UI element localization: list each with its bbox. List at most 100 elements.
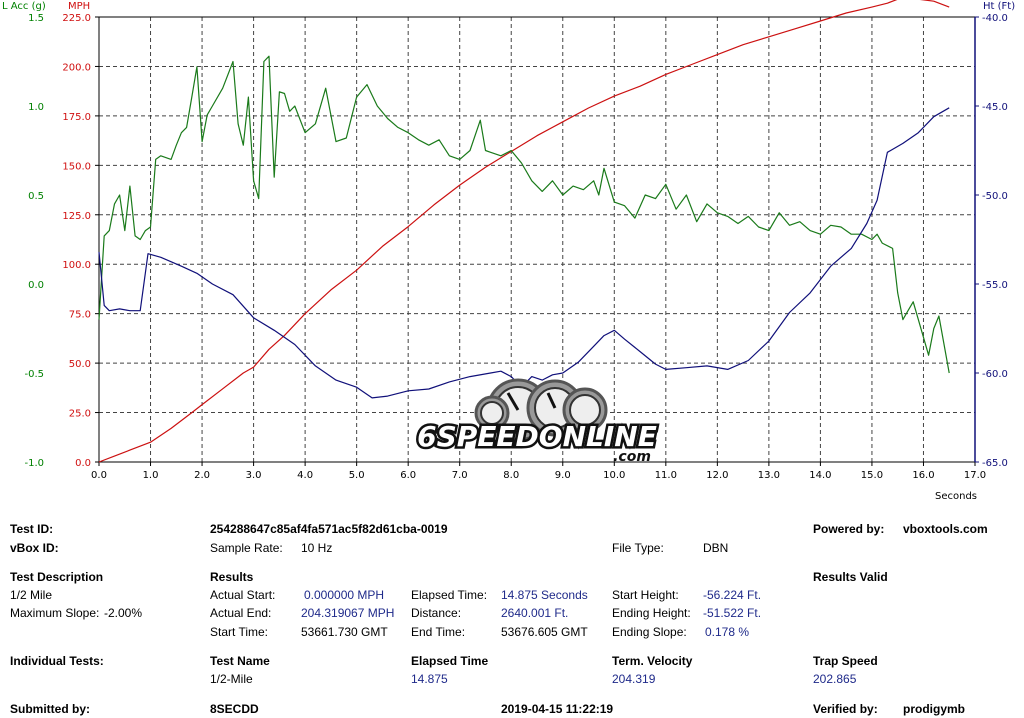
x-tick-label: 15.0	[861, 470, 883, 481]
height-tick-label: -65.0	[982, 458, 1008, 469]
lat-tick-label: -0.5	[24, 369, 44, 380]
speed-tick-label: 175.0	[62, 112, 91, 123]
distance-label: Distance:	[411, 606, 462, 620]
actual-end-label: Actual End:	[210, 606, 272, 620]
x-tick-label: 8.0	[503, 470, 519, 481]
plot-frame	[98, 16, 976, 466]
lat-tick-label: -1.0	[24, 458, 44, 469]
start-time-value: 53661.730 GMT	[301, 625, 388, 639]
watermark-logo: 6SPEEDONLINE 6SPEEDONLINE .com	[415, 378, 659, 465]
run-chart: 0.0 1.0 2.0 3.0 4.0 5.0 6.0 7.0 8.0 9.0 10.0 11.0 12…	[2, 0, 1015, 500]
x-tick-label: 7.0	[452, 470, 468, 481]
x-tick-label: 3.0	[246, 470, 262, 481]
x-tick-label: 2.0	[194, 470, 210, 481]
x-tick-label: 4.0	[297, 470, 313, 481]
report-timestamp: 2019-04-15 11:22:19	[501, 702, 614, 716]
watermark-text: 6SPEEDONLINE	[417, 420, 657, 453]
actual-end-value: 204.319067 MPH	[301, 606, 395, 620]
powered-by-value: vboxtools.com	[903, 522, 988, 536]
x-axis-label: Seconds	[935, 491, 977, 500]
speed-tick-label: 200.0	[62, 62, 91, 73]
powered-by-label: Powered by:	[813, 522, 885, 536]
gauge-cluster-icon	[474, 378, 608, 442]
lat-tick-label: 0.0	[28, 280, 44, 291]
ending-height-value: -51.522 Ft.	[703, 606, 762, 620]
left-lat-axis-label: L Acc (g)	[2, 1, 46, 12]
speed-tick-label: 100.0	[62, 260, 91, 271]
end-time-label: End Time:	[411, 625, 466, 639]
x-tick-label: 0.0	[91, 470, 107, 481]
vbox-id-label: vBox ID:	[10, 541, 59, 555]
x-tick-label: 10.0	[603, 470, 625, 481]
elapsed-time-value: 14.875 Seconds	[501, 588, 588, 602]
x-tick-label: 14.0	[809, 470, 831, 481]
actual-start-label: Actual Start:	[210, 588, 276, 602]
test-description-value: 1/2 Mile	[10, 588, 53, 602]
sample-rate-value: 10 Hz	[301, 541, 333, 555]
submitted-by-label: Submitted by:	[10, 702, 90, 716]
individual-tests-label: Individual Tests:	[10, 654, 104, 668]
speed-series-line	[98, 0, 950, 463]
actual-start-value: 0.000000 MPH	[304, 588, 385, 602]
x-tick-label: 5.0	[349, 470, 365, 481]
max-slope-value: -2.00%	[104, 606, 143, 620]
x-tick-label: 6.0	[400, 470, 416, 481]
lat-tick-label: 1.0	[28, 102, 44, 113]
height-tick-label: -55.0	[982, 280, 1008, 291]
term-velocity-label: Term. Velocity	[612, 654, 693, 668]
lat-tick-label: 0.5	[28, 191, 44, 202]
x-tick-label: 11.0	[655, 470, 677, 481]
sample-rate-label: Sample Rate:	[210, 541, 283, 555]
start-height-value: -56.224 Ft.	[703, 588, 762, 602]
lat-acc-series-line	[98, 55, 950, 374]
elapsed-col-value: 14.875	[411, 672, 448, 686]
verified-by-label: Verified by:	[813, 702, 878, 716]
x-tick-label: 13.0	[758, 470, 780, 481]
start-time-label: Start Time:	[210, 625, 269, 639]
speed-tick-label: 75.0	[69, 310, 91, 321]
results-label: Results	[210, 570, 254, 584]
watermark-text-outline: 6SPEEDONLINE	[417, 420, 657, 453]
file-type-value: DBN	[703, 541, 729, 555]
test-id-label: Test ID:	[10, 522, 54, 536]
ending-height-label: Ending Height:	[612, 606, 691, 620]
left-speed-axis-label: MPH	[68, 1, 90, 12]
ending-slope-value: 0.178 %	[705, 625, 750, 639]
height-tick-label: -60.0	[982, 369, 1008, 380]
height-series-line	[98, 107, 950, 399]
trap-speed-label: Trap Speed	[813, 654, 878, 668]
trap-speed-value: 202.865	[813, 672, 857, 686]
x-tick-label: 16.0	[912, 470, 934, 481]
speed-tick-label: 25.0	[69, 409, 91, 420]
elapsed-col-label: Elapsed Time	[411, 654, 489, 668]
x-tick-label: 17.0	[964, 470, 986, 481]
submitted-by-value: 8SECDD	[210, 702, 259, 716]
file-type-label: File Type:	[612, 541, 664, 555]
lat-tick-label: 1.5	[28, 13, 44, 24]
test-name-label: Test Name	[210, 654, 270, 668]
test-name-value: 1/2-Mile	[210, 672, 253, 686]
right-height-axis-label: Ht (Ft)	[983, 1, 1015, 12]
test-id-value: 254288647c85af4fa571ac5f82d61cba-0019	[210, 522, 448, 536]
axis-tick-labels: 0.0 1.0 2.0 3.0 4.0 5.0 6.0 7.0 8.0 9.0 10.0 11.0 12…	[24, 13, 1007, 481]
results-valid: Results Valid	[813, 570, 888, 584]
chart-grid	[99, 17, 975, 462]
ending-slope-label: Ending Slope:	[612, 625, 687, 639]
term-velocity-value: 204.319	[612, 672, 656, 686]
speed-tick-label: 125.0	[62, 211, 91, 222]
end-time-value: 53676.605 GMT	[501, 625, 588, 639]
test-description-label: Test Description	[10, 570, 104, 584]
verified-by-value: prodigymb	[903, 702, 965, 716]
speed-tick-label: 150.0	[62, 161, 91, 172]
elapsed-time-label: Elapsed Time:	[411, 588, 488, 602]
x-tick-label: 12.0	[706, 470, 728, 481]
distance-value: 2640.001 Ft.	[501, 606, 569, 620]
speed-tick-label: 50.0	[69, 359, 91, 370]
height-tick-label: -45.0	[982, 102, 1008, 113]
x-tick-label: 1.0	[143, 470, 159, 481]
watermark-subtext: .com	[613, 449, 651, 465]
max-slope-label: Maximum Slope:	[10, 606, 100, 620]
speed-tick-label: 225.0	[62, 13, 91, 24]
height-tick-label: -40.0	[982, 13, 1008, 24]
height-tick-label: -50.0	[982, 191, 1008, 202]
